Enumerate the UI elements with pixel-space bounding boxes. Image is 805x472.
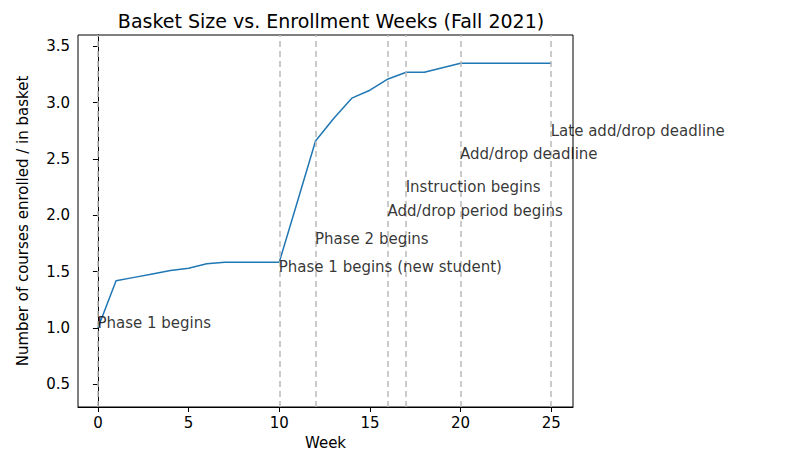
svg-text:Phase 1 begins: Phase 1 begins	[97, 314, 211, 332]
svg-text:0.5: 0.5	[46, 375, 70, 393]
svg-text:Phase 2 begins: Phase 2 begins	[315, 230, 429, 248]
svg-text:5: 5	[184, 414, 194, 432]
svg-text:Late add/drop deadline: Late add/drop deadline	[551, 122, 725, 140]
svg-text:Instruction begins: Instruction begins	[406, 178, 541, 196]
svg-text:1.5: 1.5	[46, 263, 70, 281]
svg-text:Basket Size vs. Enrollment Wee: Basket Size vs. Enrollment Weeks (Fall 2…	[118, 10, 544, 32]
svg-text:25: 25	[542, 414, 561, 432]
svg-text:Add/drop period begins: Add/drop period begins	[388, 202, 563, 220]
svg-text:3.5: 3.5	[46, 37, 70, 55]
svg-text:2.0: 2.0	[46, 206, 70, 224]
svg-text:3.0: 3.0	[46, 94, 70, 112]
svg-text:Number of courses enrolled / i: Number of courses enrolled / in basket	[14, 76, 32, 367]
svg-text:Phase 1 begins (new student): Phase 1 begins (new student)	[279, 258, 502, 276]
svg-text:Week: Week	[305, 434, 346, 452]
svg-text:15: 15	[360, 414, 379, 432]
svg-text:Add/drop deadline: Add/drop deadline	[460, 145, 597, 163]
svg-text:10: 10	[270, 414, 289, 432]
svg-text:20: 20	[451, 414, 470, 432]
svg-text:2.5: 2.5	[46, 150, 70, 168]
svg-text:1.0: 1.0	[46, 319, 70, 337]
svg-text:0: 0	[93, 414, 103, 432]
